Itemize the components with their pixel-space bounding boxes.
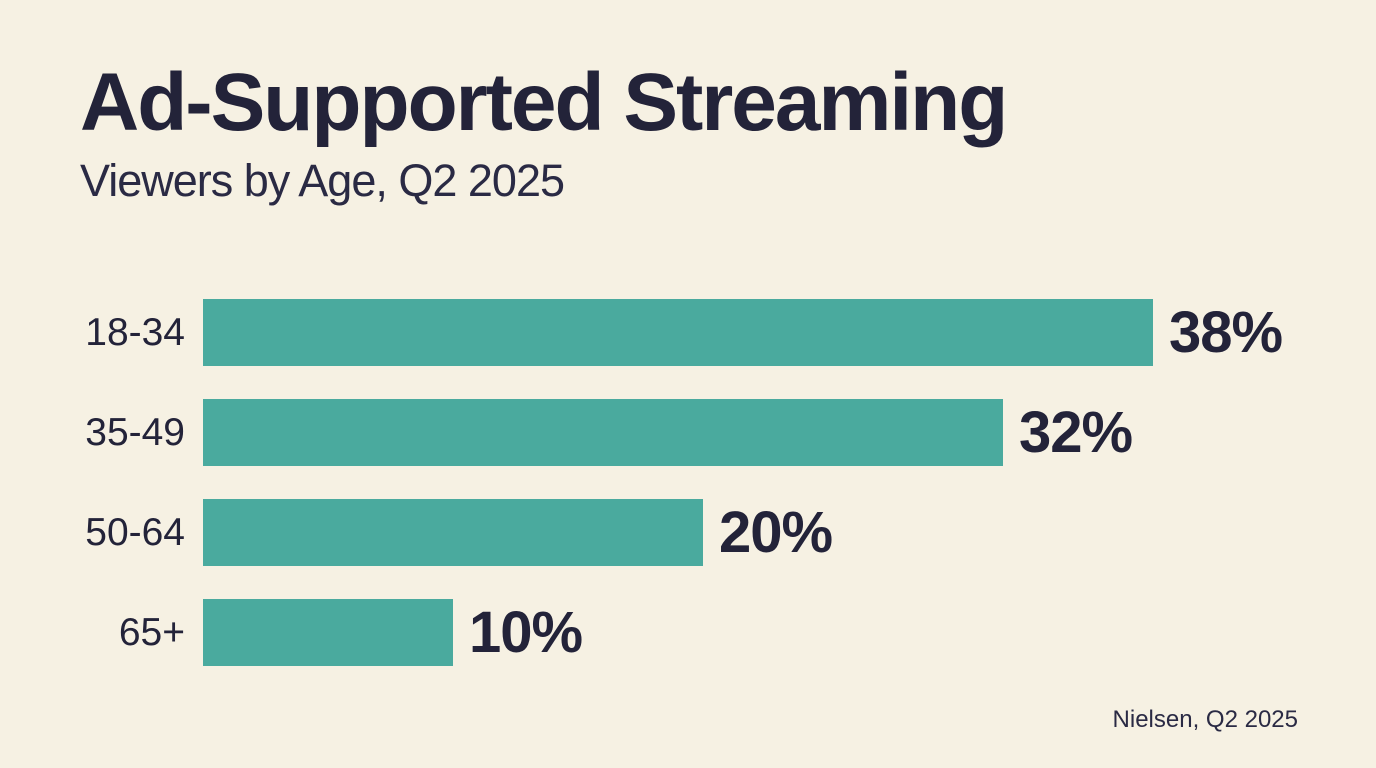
chart-row: 65+ 10% — [0, 599, 1376, 666]
category-label: 18-34 — [85, 310, 185, 354]
chart-header: Ad-Supported Streaming Viewers by Age, Q… — [80, 57, 1008, 206]
category-label: 50-64 — [85, 510, 185, 554]
chart-row: 50-64 20% — [0, 499, 1376, 566]
bar — [203, 399, 1003, 466]
bar-chart: 18-34 38% 35-49 32% 50-64 20% 65+ 10% — [0, 299, 1376, 699]
chart-title: Ad-Supported Streaming — [80, 57, 1008, 148]
chart-row: 18-34 38% — [0, 299, 1376, 366]
value-label: 20% — [719, 500, 833, 565]
category-label: 65+ — [118, 610, 185, 654]
bar — [203, 499, 703, 566]
bar — [203, 299, 1153, 366]
source-attribution: Nielsen, Q2 2025 — [1112, 706, 1298, 733]
bar — [203, 599, 453, 666]
value-label: 10% — [469, 600, 583, 665]
chart-row: 35-49 32% — [0, 399, 1376, 466]
chart-subtitle: Viewers by Age, Q2 2025 — [80, 155, 565, 206]
value-label: 38% — [1169, 300, 1283, 365]
value-label: 32% — [1019, 400, 1133, 465]
category-label: 35-49 — [85, 410, 185, 454]
